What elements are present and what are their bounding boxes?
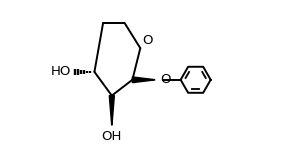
Text: OH: OH xyxy=(102,130,122,143)
Text: O: O xyxy=(160,73,171,86)
Text: HO: HO xyxy=(50,65,71,78)
Polygon shape xyxy=(132,77,155,83)
Polygon shape xyxy=(109,96,114,125)
Text: O: O xyxy=(142,34,152,47)
